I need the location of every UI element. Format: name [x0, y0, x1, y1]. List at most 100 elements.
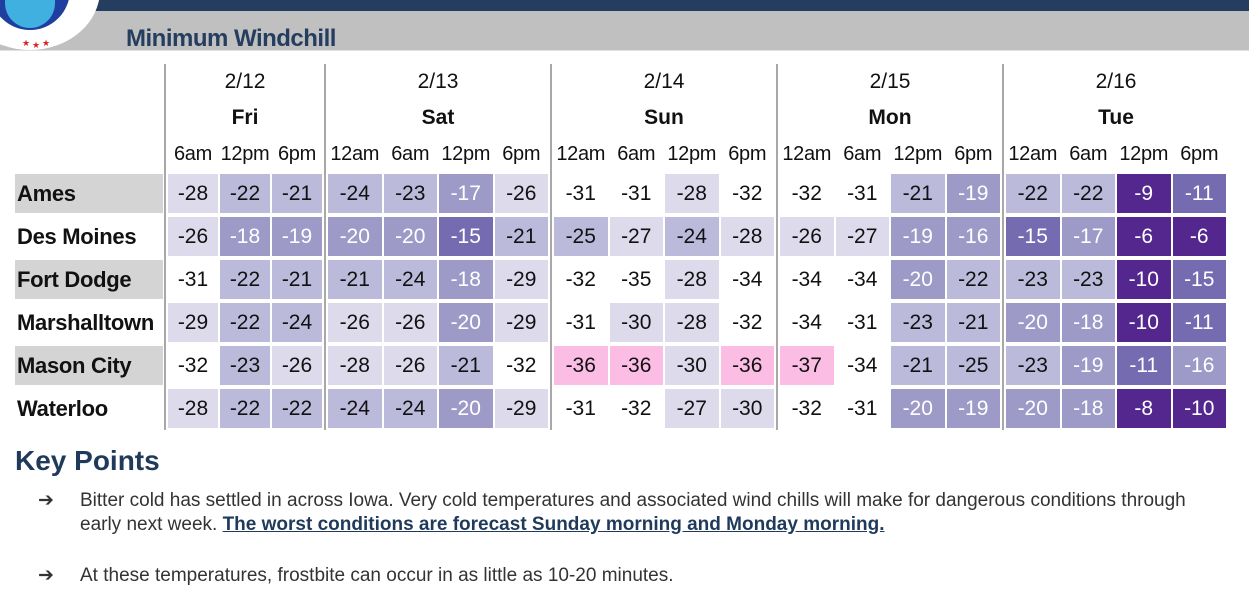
- windchill-cell: -29: [494, 303, 548, 342]
- page-title: Minimum Windchill: [126, 25, 336, 52]
- windchill-cell: -21: [946, 303, 1000, 342]
- windchill-cell: -19: [946, 174, 1000, 213]
- windchill-cell: -22: [1006, 174, 1060, 213]
- windchill-cell: -28: [168, 174, 218, 213]
- day-header: Sun: [644, 106, 684, 129]
- windchill-cell: -22: [946, 260, 1000, 299]
- windchill-cell: -26: [780, 217, 834, 256]
- date-header: 2/15: [869, 70, 911, 93]
- windchill-cell: -34: [835, 260, 889, 299]
- time-header: 12pm: [220, 142, 270, 165]
- windchill-cell: -31: [554, 303, 608, 342]
- windchill-cell: -24: [328, 389, 382, 428]
- windchill-cell: -21: [272, 174, 322, 213]
- windchill-cell: -31: [609, 174, 663, 213]
- windchill-cell: -16: [946, 217, 1000, 256]
- windchill-cell: -27: [835, 217, 889, 256]
- time-header: 12pm: [1119, 142, 1169, 165]
- top-banner: [0, 0, 1249, 11]
- windchill-cell: -36: [554, 346, 608, 385]
- windchill-cell: -22: [220, 303, 270, 342]
- time-header: 6am: [391, 142, 430, 165]
- windchill-cell: -31: [168, 260, 218, 299]
- day-header: Sat: [421, 106, 455, 129]
- windchill-cell: -22: [220, 174, 270, 213]
- windchill-cell: -20: [1006, 389, 1060, 428]
- windchill-cell: -28: [168, 389, 218, 428]
- windchill-cell: -34: [835, 346, 889, 385]
- windchill-cell: -28: [665, 303, 719, 342]
- windchill-cell: -32: [494, 346, 548, 385]
- time-header: 12pm: [441, 142, 491, 165]
- windchill-cell: -30: [665, 346, 719, 385]
- nws-logo: ★ ★ ★: [0, 0, 100, 50]
- windchill-cell: -23: [220, 346, 270, 385]
- windchill-cell: -28: [328, 346, 382, 385]
- right-arrow-icon: ➔: [38, 490, 54, 511]
- day-header: Mon: [868, 106, 912, 129]
- date-header: 2/16: [1095, 70, 1137, 93]
- windchill-cell: -26: [328, 303, 382, 342]
- windchill-cell: -24: [272, 303, 322, 342]
- windchill-cell: -19: [946, 389, 1000, 428]
- windchill-cell: -20: [891, 389, 945, 428]
- windchill-cell: -29: [494, 389, 548, 428]
- windchill-table: 2/12 Fri 6am 12pm 6pm 2/13 Sat 12am 6am 12pm 6pm 2/…: [15, 64, 1227, 430]
- windchill-cell: -37: [780, 346, 834, 385]
- key-point-emphasis: The worst conditions are forecast Sunday…: [222, 514, 885, 535]
- windchill-cell: -27: [609, 217, 663, 256]
- windchill-cell: -19: [891, 217, 945, 256]
- windchill-cell: -27: [665, 389, 719, 428]
- windchill-cell: -20: [439, 389, 493, 428]
- windchill-cell: -32: [168, 346, 218, 385]
- windchill-cell: -22: [1061, 174, 1115, 213]
- windchill-cell: -10: [1117, 260, 1171, 299]
- windchill-cell: -31: [554, 174, 608, 213]
- windchill-cell: -32: [554, 260, 608, 299]
- windchill-cell: -26: [494, 174, 548, 213]
- windchill-cell: -22: [220, 260, 270, 299]
- windchill-cell: -10: [1117, 303, 1171, 342]
- windchill-cell: -11: [1172, 174, 1226, 213]
- windchill-cell: -34: [780, 260, 834, 299]
- time-header: 12am: [782, 142, 832, 165]
- windchill-cell: -17: [439, 174, 493, 213]
- windchill-cell: -31: [835, 174, 889, 213]
- windchill-cell: -26: [383, 303, 437, 342]
- windchill-cell: -20: [383, 217, 437, 256]
- windchill-cell: -35: [609, 260, 663, 299]
- column-separator: [550, 64, 552, 430]
- windchill-cell: -28: [720, 217, 774, 256]
- windchill-cell: -24: [328, 174, 382, 213]
- windchill-cell: -15: [1006, 217, 1060, 256]
- windchill-cell: -32: [780, 174, 834, 213]
- windchill-cell: -6: [1117, 217, 1171, 256]
- windchill-cell: -26: [168, 217, 218, 256]
- key-points-heading: Key Points: [15, 445, 160, 476]
- column-separator: [1002, 64, 1004, 430]
- windchill-cell: -6: [1172, 217, 1226, 256]
- time-header: 6pm: [954, 142, 993, 165]
- windchill-cell: -23: [1006, 346, 1060, 385]
- time-header: 12pm: [893, 142, 943, 165]
- windchill-cell: -28: [665, 174, 719, 213]
- windchill-cell: -24: [383, 389, 437, 428]
- windchill-cell: -23: [1006, 260, 1060, 299]
- windchill-cell: -32: [720, 174, 774, 213]
- column-separator: [324, 64, 326, 430]
- windchill-cell: -20: [891, 260, 945, 299]
- windchill-cell: -32: [609, 389, 663, 428]
- time-header: 6pm: [277, 142, 316, 165]
- windchill-cell: -22: [272, 389, 322, 428]
- time-header: 12am: [1008, 142, 1058, 165]
- windchill-cell: -19: [272, 217, 322, 256]
- windchill-cell: -18: [1061, 389, 1115, 428]
- windchill-cell: -18: [439, 260, 493, 299]
- windchill-cell: -23: [891, 303, 945, 342]
- title-bar: Minimum Windchill: [0, 11, 1249, 52]
- date-header: 2/12: [224, 70, 266, 93]
- windchill-cell: -23: [1061, 260, 1115, 299]
- time-header: 6am: [173, 142, 212, 165]
- city-label: Ames: [15, 174, 163, 213]
- windchill-cell: -10: [1172, 389, 1226, 428]
